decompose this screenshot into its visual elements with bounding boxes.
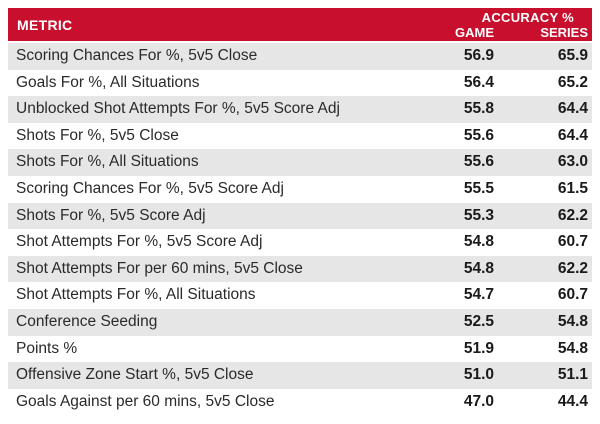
metric-label: Shot Attempts For per 60 mins, 5v5 Close — [16, 259, 303, 277]
metric-label: Goals Against per 60 mins, 5v5 Close — [16, 392, 275, 410]
series-accuracy-value: 63.0 — [557, 153, 588, 171]
series-accuracy-value: 61.5 — [557, 179, 588, 197]
series-accuracy-value: 60.7 — [557, 233, 588, 251]
series-accuracy-value: 62.2 — [557, 259, 588, 277]
game-column-header: GAME — [455, 25, 494, 40]
table-row: Shots For %, All Situations 55.6 63.0 — [8, 149, 592, 176]
game-accuracy-value: 56.4 — [463, 73, 494, 91]
metric-label: Shots For %, 5v5 Score Adj — [16, 206, 206, 224]
table-row: Goals For %, All Situations 56.4 65.2 — [8, 70, 592, 97]
metric-label: Points % — [16, 339, 78, 357]
game-accuracy-value: 55.6 — [463, 126, 494, 144]
series-accuracy-value: 62.2 — [557, 206, 588, 224]
game-accuracy-value: 51.9 — [463, 339, 494, 357]
series-accuracy-value: 51.1 — [557, 366, 588, 384]
game-accuracy-value: 54.7 — [463, 286, 494, 304]
table-row: Shots For %, 5v5 Score Adj 55.3 62.2 — [8, 202, 592, 230]
series-accuracy-value: 64.4 — [557, 100, 588, 118]
metric-label: Conference Seeding — [16, 312, 158, 330]
metric-label: Shots For %, All Situations — [16, 153, 199, 171]
metric-label: Shot Attempts For %, All Situations — [16, 286, 256, 304]
game-accuracy-value: 54.8 — [463, 233, 494, 251]
table-row: Offensive Zone Start %, 5v5 Close 51.0 51.… — [8, 362, 592, 389]
game-accuracy-value: 47.0 — [463, 392, 494, 410]
table-body: Scoring Chances For %, 5v5 Close 56.9 65.9… — [8, 43, 592, 415]
table-row: Shot Attempts For per 60 mins, 5v5 Close… — [8, 255, 592, 283]
table-row: Points % 51.9 54.8 — [8, 336, 592, 363]
game-accuracy-value: 51.0 — [463, 366, 494, 384]
series-accuracy-value: 54.8 — [557, 312, 588, 330]
series-accuracy-value: 65.2 — [557, 73, 588, 91]
metric-label: Scoring Chances For %, 5v5 Close — [16, 47, 258, 64]
table-row: Unblocked Shot Attempts For %, 5v5 Score… — [8, 96, 592, 123]
table-row: Goals Against per 60 mins, 5v5 Close 47.0… — [8, 389, 592, 416]
table-row: Scoring Chances For %, 5v5 Close 56.9 65.9 — [8, 43, 592, 70]
table-row: Shot Attempts For %, All Situations 54.7 6… — [8, 282, 592, 309]
table-header: METRIC ACCURACY % GAME SERIES — [8, 8, 592, 41]
game-accuracy-value: 55.3 — [463, 206, 494, 224]
series-accuracy-value: 64.4 — [557, 126, 588, 144]
metric-label: Unblocked Shot Attempts For %, 5v5 Score… — [16, 100, 340, 118]
game-accuracy-value: 54.8 — [463, 259, 494, 277]
game-accuracy-value: 56.9 — [463, 47, 494, 64]
metric-label: Goals For %, All Situations — [16, 73, 200, 91]
table-row: Shot Attempts For %, 5v5 Score Adj 54.8 60… — [8, 229, 592, 256]
series-accuracy-value: 60.7 — [557, 286, 588, 304]
metric-column-header: METRIC — [17, 17, 73, 33]
series-column-header: SERIES — [540, 25, 588, 40]
series-accuracy-value: 44.4 — [557, 392, 588, 410]
game-accuracy-value: 52.5 — [463, 312, 494, 330]
game-accuracy-value: 55.5 — [463, 179, 494, 197]
metric-label: Shot Attempts For %, 5v5 Score Adj — [16, 233, 263, 251]
series-accuracy-value: 54.8 — [557, 339, 588, 357]
metric-label: Offensive Zone Start %, 5v5 Close — [16, 366, 254, 384]
table-row: Shots For %, 5v5 Close 55.6 64.4 — [8, 123, 592, 150]
table-row: Conference Seeding 52.5 54.8 — [8, 308, 592, 336]
series-accuracy-value: 65.9 — [557, 47, 588, 64]
metric-label: Shots For %, 5v5 Close — [16, 126, 179, 144]
accuracy-column-group-header: ACCURACY % — [481, 10, 574, 25]
table-row: Scoring Chances For %, 5v5 Score Adj 55.5… — [8, 176, 592, 203]
game-accuracy-value: 55.6 — [463, 153, 494, 171]
game-accuracy-value: 55.8 — [463, 100, 494, 118]
metric-label: Scoring Chances For %, 5v5 Score Adj — [16, 179, 284, 197]
